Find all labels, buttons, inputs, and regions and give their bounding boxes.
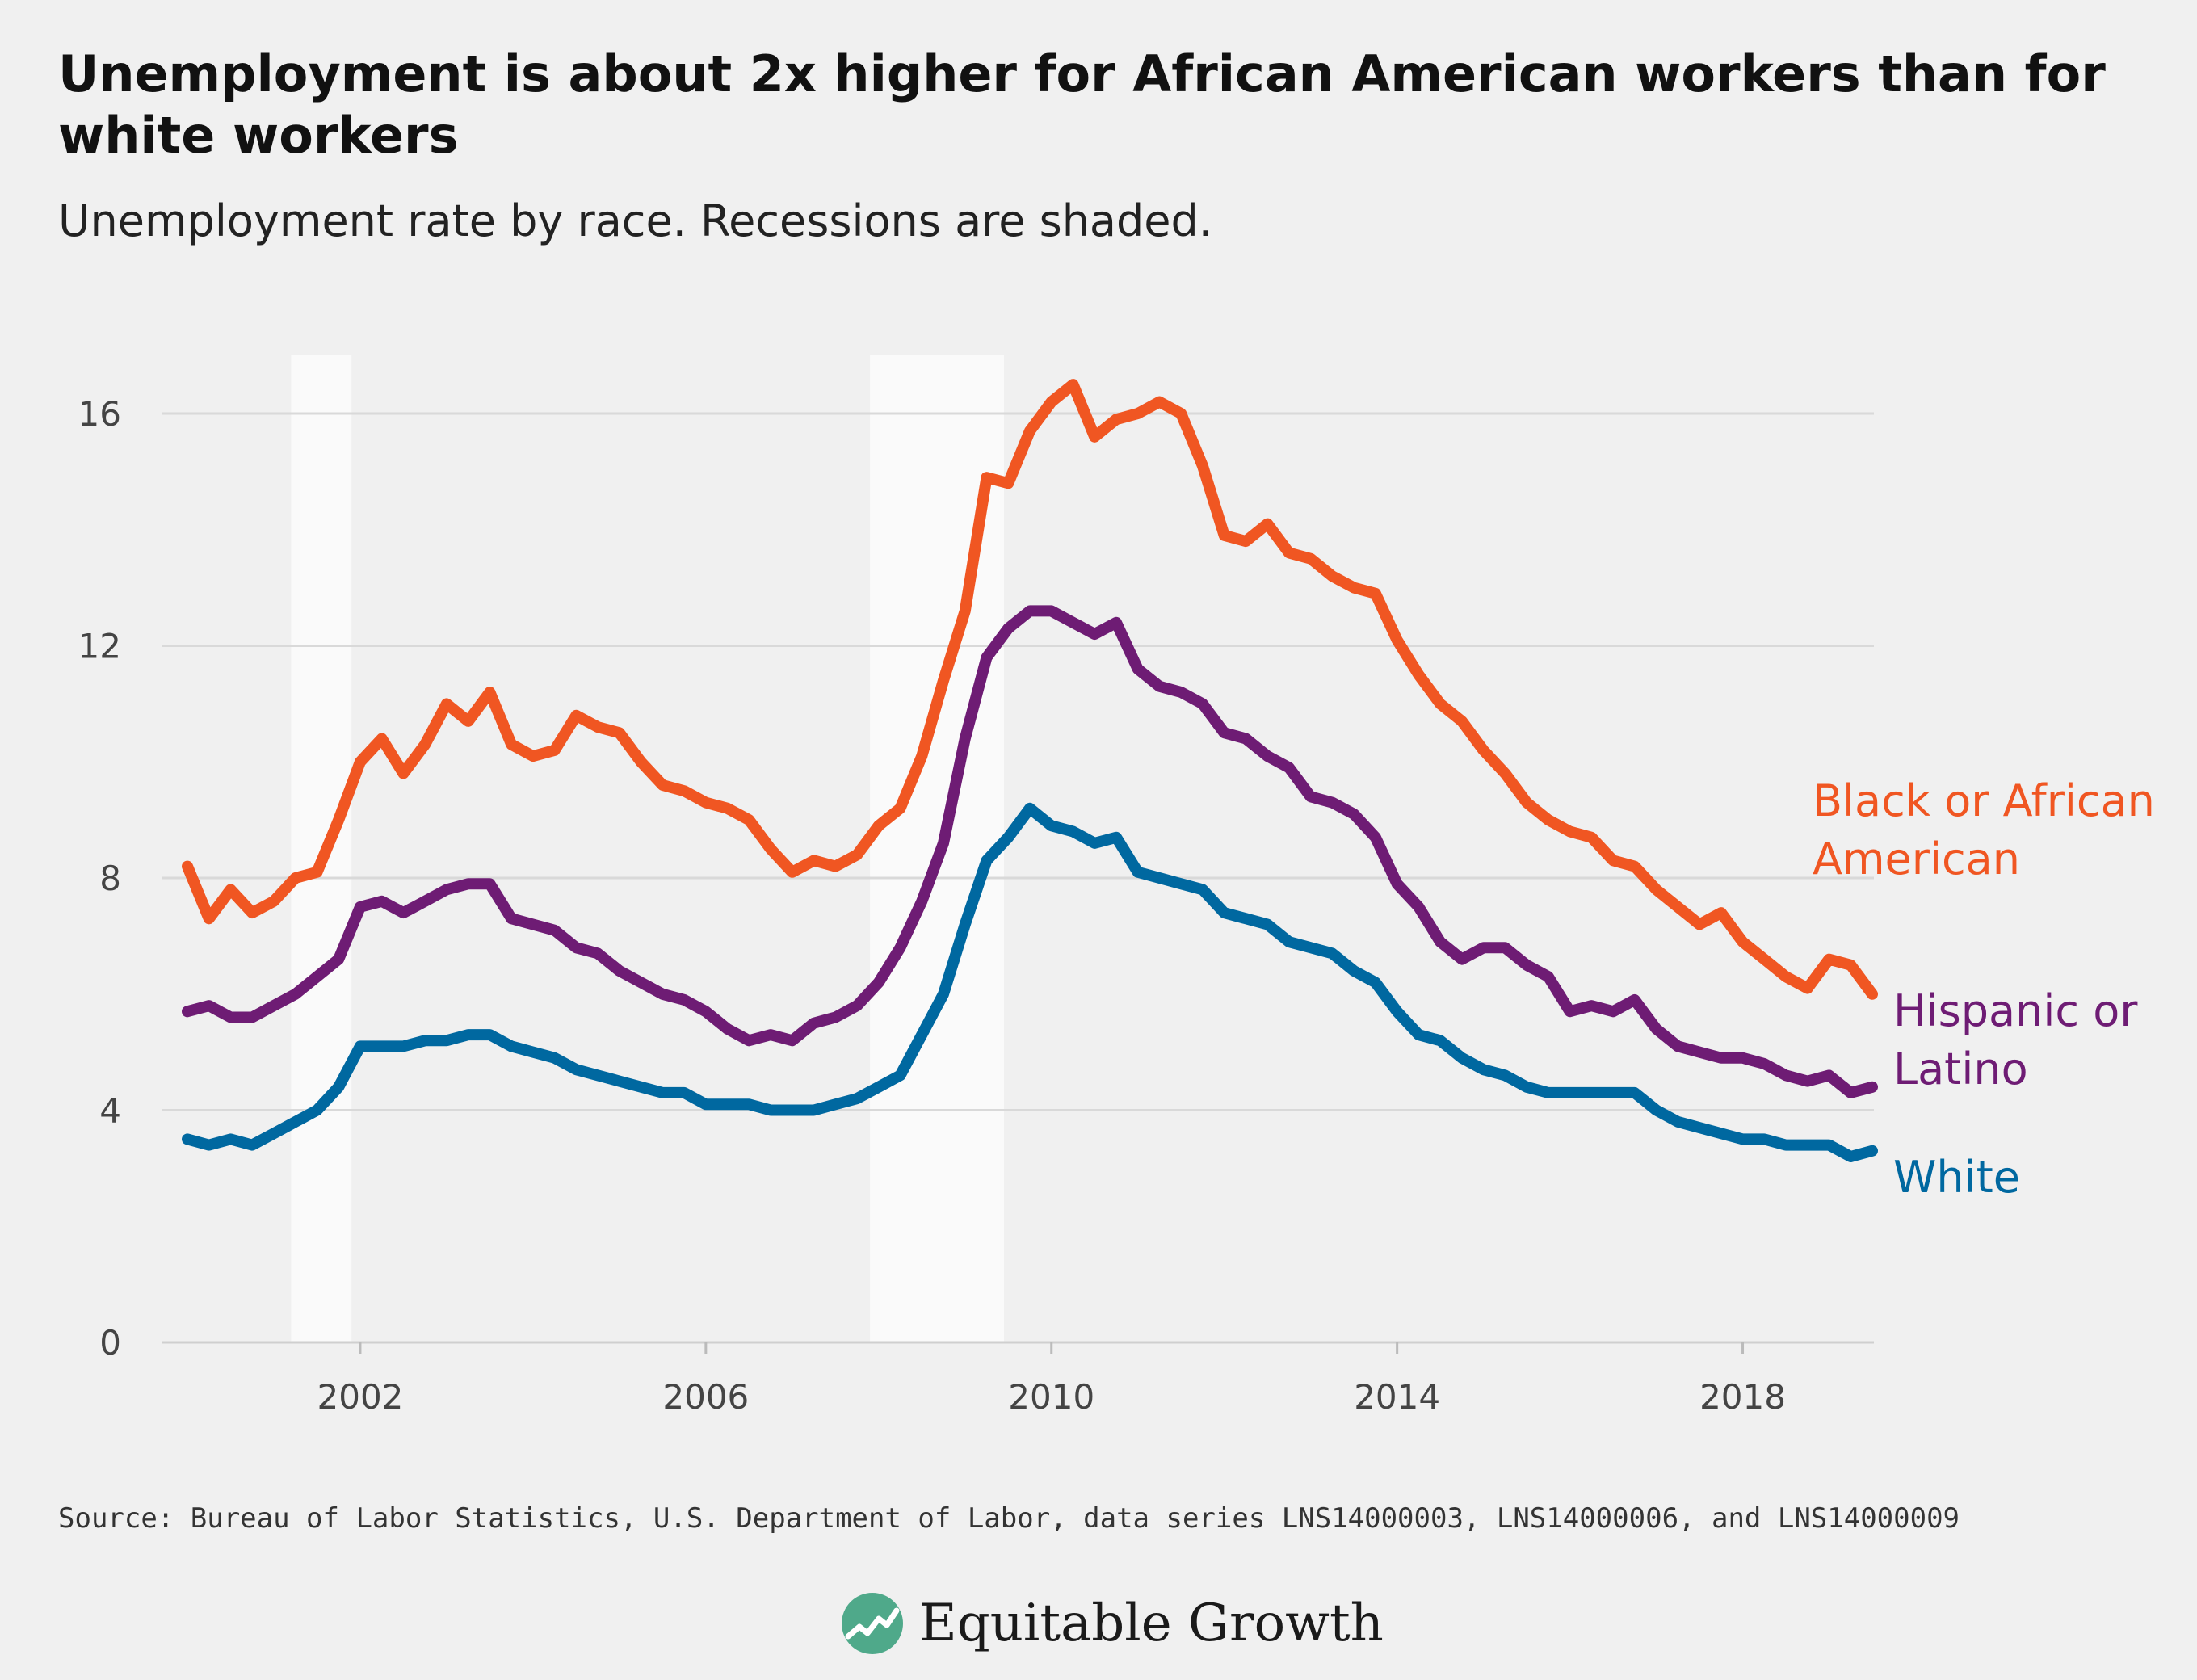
series-line-black-or-african-american <box>182 379 1878 1000</box>
x-tick-label: 2014 <box>1354 1377 1440 1417</box>
y-axis-ticks: 0 4 8 12 16 <box>78 394 121 1363</box>
equitable-growth-logo: Equitable Growth <box>840 1583 1384 1664</box>
series-label-line: Hispanic or <box>1893 985 2138 1036</box>
growth-logo-icon <box>842 1593 903 1654</box>
series-label: Black or African American <box>1813 775 2155 884</box>
series-label-line: American <box>1813 834 2020 884</box>
series-label: White <box>1893 1152 2020 1203</box>
x-tick-label: 2002 <box>317 1377 404 1417</box>
series-label-line: Black or African <box>1813 775 2155 826</box>
y-tick-label: 16 <box>78 394 121 434</box>
chart-title: Unemployment is about 2x higher for Afri… <box>58 44 2106 165</box>
chart-subtitle: Unemployment rate by race. Recessions ar… <box>58 195 1212 246</box>
series-label: Hispanic or Latino <box>1893 985 2138 1094</box>
series-label-line: Latino <box>1893 1044 2028 1094</box>
x-axis-ticks: 2002 2006 2010 2014 2018 <box>317 1342 1786 1417</box>
series-line-white <box>182 802 1878 1162</box>
y-gridlines <box>162 412 1874 1344</box>
x-tick-label: 2010 <box>1008 1377 1094 1417</box>
y-tick-label: 8 <box>99 859 121 898</box>
x-tick-label: 2018 <box>1699 1377 1786 1417</box>
series-labels: Black or African American Hispanic or Latin… <box>1813 775 2155 1203</box>
y-tick-label: 4 <box>99 1091 121 1131</box>
x-tick-label: 2006 <box>662 1377 749 1417</box>
y-tick-label: 12 <box>78 627 121 666</box>
source-note: Source: Bureau of Labor Statistics, U.S.… <box>58 1502 1960 1535</box>
recession-shading <box>291 355 1004 1342</box>
logo-text: Equitable Growth <box>919 1594 1384 1653</box>
series-line-hispanic-or-latino <box>182 605 1878 1098</box>
series-label-line: White <box>1893 1152 2020 1203</box>
y-tick-label: 0 <box>99 1323 121 1363</box>
series-lines <box>182 379 1878 1162</box>
